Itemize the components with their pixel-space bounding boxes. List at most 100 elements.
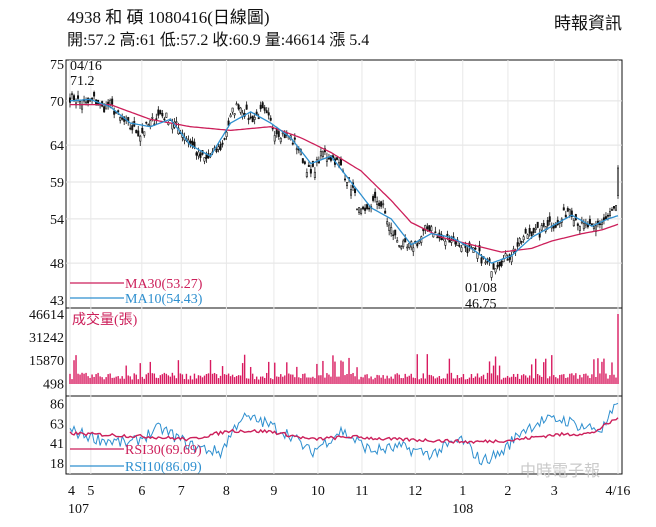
candle-body <box>283 134 286 139</box>
candle-body <box>175 121 178 124</box>
candle-body <box>400 246 403 249</box>
candle-body <box>149 120 152 127</box>
candle-body <box>295 148 298 151</box>
candle-body <box>504 253 507 257</box>
volume-bar <box>121 376 123 384</box>
candle-body <box>484 261 487 264</box>
x-month-tick: 4/16 <box>606 484 631 499</box>
candle-body <box>428 225 431 232</box>
x-month-tick: 2 <box>504 484 511 499</box>
volume-bar <box>492 365 495 384</box>
x-month-tick: 4 <box>68 484 75 499</box>
candle-body <box>217 146 220 150</box>
volume-bar <box>145 374 147 384</box>
candle-body <box>135 129 138 134</box>
candle-body <box>500 261 503 267</box>
volume-bar <box>284 375 286 384</box>
volume-bar <box>264 377 266 384</box>
data-source-label: 時報資訊 <box>554 14 622 33</box>
volume-bar <box>486 372 489 384</box>
volume-bar <box>569 373 571 384</box>
candle-body <box>356 208 359 211</box>
candle-body <box>249 116 252 119</box>
price-y-tick: 70 <box>50 95 64 110</box>
volume-bar <box>231 374 234 384</box>
rsi10-legend-label: RSI10(86.09) <box>125 460 202 475</box>
volume-bar <box>79 374 81 384</box>
price-y-tick: 59 <box>50 176 64 191</box>
volume-bar <box>185 373 188 384</box>
candle-body <box>522 236 525 241</box>
volume-bar <box>563 374 565 384</box>
volume-bar <box>432 376 435 384</box>
volume-bar <box>221 366 224 384</box>
candle-body <box>85 101 88 104</box>
rsi-y-tick: 18 <box>50 457 64 472</box>
candle-body <box>404 238 407 243</box>
candle-body <box>141 127 144 133</box>
candle-body <box>113 110 116 115</box>
candle-body <box>408 243 411 248</box>
volume-bar <box>151 373 154 384</box>
volume-bar <box>225 374 228 384</box>
candle-body <box>165 112 168 118</box>
volume-bar <box>482 374 485 384</box>
candle-body <box>608 211 611 217</box>
volume-bar <box>537 374 539 384</box>
volume-bar <box>382 375 384 384</box>
candle-body <box>466 248 469 254</box>
volume-bar <box>101 377 103 384</box>
price-y-tick: 43 <box>50 294 64 309</box>
volume-y-tick: 498 <box>43 377 64 392</box>
volume-bar <box>328 374 330 384</box>
volume-bar <box>93 376 95 384</box>
candle-body <box>518 238 521 244</box>
volume-bar <box>278 376 280 384</box>
x-year-tick: 108 <box>452 502 473 517</box>
volume-bar <box>545 358 547 384</box>
candle-body <box>566 208 569 212</box>
volume-bar <box>147 372 149 384</box>
candle-body <box>239 107 242 113</box>
volume-bar <box>585 373 587 384</box>
volume-bar <box>591 374 593 384</box>
candle-body <box>430 226 433 232</box>
volume-bar <box>75 355 77 384</box>
low-value-label: 46.75 <box>465 297 497 312</box>
volume-title: 成交量(張) <box>72 311 138 328</box>
volume-bar <box>105 377 107 384</box>
volume-bar <box>117 376 119 384</box>
volume-bar <box>169 376 172 384</box>
candle-body <box>418 240 421 244</box>
volume-bar <box>302 373 304 384</box>
volume-bar <box>332 355 334 384</box>
rsi30-legend-label: RSI30(69.69) <box>125 443 202 458</box>
volume-bar <box>412 377 414 384</box>
volume-bar <box>420 378 422 384</box>
candle-body <box>237 104 240 110</box>
candle-body <box>540 225 543 231</box>
candle-body <box>382 203 385 206</box>
volume-bar <box>336 376 338 384</box>
candle-body <box>492 263 495 270</box>
candle-body <box>490 271 493 278</box>
volume-bar <box>318 375 320 384</box>
volume-bar <box>388 378 390 384</box>
x-month-tick: 5 <box>87 484 94 499</box>
candle-body <box>506 259 509 261</box>
volume-bar <box>567 377 569 384</box>
candle-body <box>205 154 208 159</box>
volume-bar <box>350 374 352 384</box>
watermark: 中時電子報 <box>520 462 600 480</box>
volume-bar <box>611 362 613 384</box>
volume-bar <box>304 373 306 384</box>
volume-bar <box>452 378 455 384</box>
volume-bar <box>579 374 581 384</box>
candle-body <box>71 93 74 96</box>
volume-bar <box>312 376 314 384</box>
candle-body <box>291 142 294 145</box>
candle-body <box>197 151 200 157</box>
volume-bar <box>308 377 310 384</box>
candle-body <box>279 137 282 143</box>
volume-bar <box>518 378 521 384</box>
